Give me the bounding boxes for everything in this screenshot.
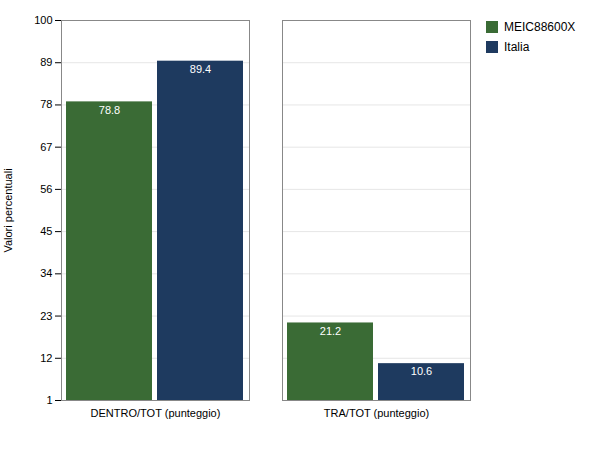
svg-text:78.8: 78.8: [99, 104, 120, 116]
svg-text:12: 12: [40, 352, 52, 364]
svg-text:89: 89: [40, 56, 52, 68]
svg-text:100: 100: [34, 14, 52, 26]
svg-text:23: 23: [40, 310, 52, 322]
html-text:MEIC88600X: MEIC88600X: [504, 20, 576, 34]
svg-text:34: 34: [40, 267, 52, 279]
html-text:Italia: Italia: [504, 40, 530, 54]
svg-text:67: 67: [40, 141, 52, 153]
svg-text:45: 45: [40, 225, 52, 237]
svg-text:1: 1: [46, 394, 52, 406]
svg-text:21.2: 21.2: [320, 325, 341, 337]
svg-text:78: 78: [40, 98, 52, 110]
svg-text:89.4: 89.4: [190, 63, 211, 75]
svg-text:TRA/TOT (punteggio): TRA/TOT (punteggio): [324, 407, 429, 419]
svg-text:56: 56: [40, 183, 52, 195]
svg-text:DENTRO/TOT (punteggio): DENTRO/TOT (punteggio): [91, 407, 221, 419]
svg-text:10.6: 10.6: [411, 365, 432, 377]
svg-text:Valori percentuali: Valori percentuali: [2, 168, 14, 252]
